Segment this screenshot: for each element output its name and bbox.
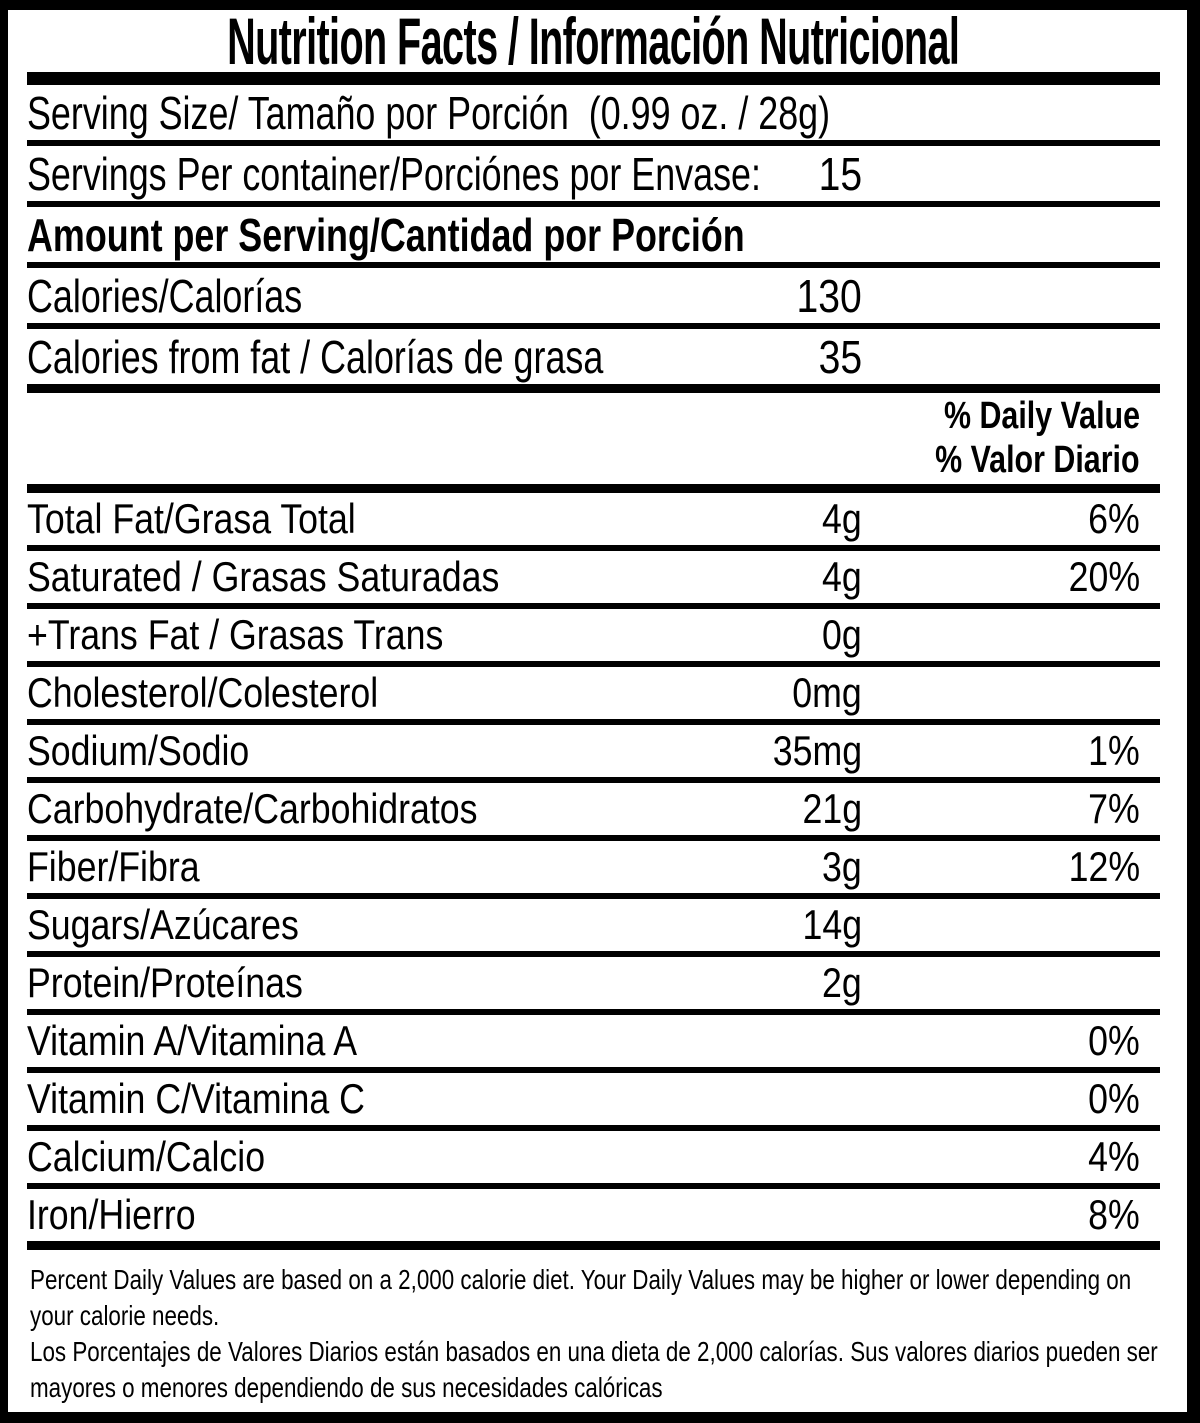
nutrient-amount: 0mg	[792, 669, 862, 716]
nutrient-label: Cholesterol/Colesterol	[27, 669, 379, 716]
nutrient-row: Saturated / Grasas Saturadas 4g 20%	[27, 551, 1160, 609]
nutrient-label: +Trans Fat / Grasas Trans	[27, 611, 444, 658]
calories-value: 130	[796, 269, 862, 322]
nutrient-daily-value: 0%	[1088, 1017, 1140, 1064]
nutrient-label: Total Fat/Grasa Total	[27, 495, 356, 542]
servings-per-container-label: Servings Per container/Porciónes por Env…	[27, 147, 761, 200]
nutrient-label: Sugars/Azúcares	[27, 901, 299, 948]
amount-per-serving-header-row: Amount per Serving/Cantidad por Porción	[27, 207, 1160, 268]
label-content: Nutrition Facts / Información Nutriciona…	[27, 10, 1160, 1403]
nutrient-rows: Total Fat/Grasa Total 4g 6% Saturated / …	[27, 493, 1160, 1250]
nutrient-row: Fiber/Fibra 3g 12%	[27, 841, 1160, 899]
label-title-row: Nutrition Facts / Información Nutriciona…	[27, 10, 1160, 78]
nutrient-amount: 35mg	[772, 727, 862, 774]
footnote-section: Percent Daily Values are based on a 2,00…	[27, 1250, 1160, 1403]
nutrient-label: Iron/Hierro	[27, 1191, 196, 1238]
nutrient-amount: 14g	[802, 901, 862, 948]
calories-from-fat-value: 35	[818, 330, 862, 383]
amount-per-serving-header: Amount per Serving/Cantidad por Porción	[27, 208, 745, 261]
nutrient-label: Sodium/Sodio	[27, 727, 250, 774]
calories-from-fat-row: Calories from fat / Calorías de grasa 35	[27, 329, 1160, 393]
nutrient-row: Total Fat/Grasa Total 4g 6%	[27, 493, 1160, 551]
nutrient-daily-value: 20%	[1068, 553, 1140, 600]
nutrient-row: Vitamin A/Vitamina A 0%	[27, 1015, 1160, 1073]
nutrient-daily-value: 4%	[1088, 1133, 1140, 1180]
nutrient-label: Fiber/Fibra	[27, 843, 200, 890]
nutrient-row: Iron/Hierro 8%	[27, 1189, 1160, 1250]
nutrient-amount: 21g	[802, 785, 862, 832]
servings-per-container-row: Servings Per container/Porciónes por Env…	[27, 146, 1160, 207]
nutrient-row: Sodium/Sodio 35mg 1%	[27, 725, 1160, 783]
servings-per-container-value: 15	[818, 147, 862, 200]
nutrient-daily-value: 12%	[1068, 843, 1140, 890]
footnote-spanish: Los Porcentajes de Valores Diarios están…	[30, 1336, 1158, 1403]
nutrient-label: Protein/Proteínas	[27, 959, 303, 1006]
nutrient-label: Calcium/Calcio	[27, 1133, 266, 1180]
nutrient-label: Vitamin A/Vitamina A	[27, 1017, 358, 1064]
nutrient-label: Saturated / Grasas Saturadas	[27, 553, 500, 600]
nutrient-label: Carbohydrate/Carbohidratos	[27, 785, 478, 832]
daily-value-header-es: % Valor Diario	[935, 439, 1140, 482]
nutrient-row: Vitamin C/Vitamina C 0%	[27, 1073, 1160, 1131]
calories-row: Calories/Calorías 130	[27, 268, 1160, 329]
nutrient-row: Carbohydrate/Carbohidratos 21g 7%	[27, 783, 1160, 841]
nutrient-daily-value: 0%	[1088, 1075, 1140, 1122]
title-divider-bar	[27, 72, 1160, 85]
nutrient-row: Sugars/Azúcares 14g	[27, 899, 1160, 957]
nutrient-row: +Trans Fat / Grasas Trans 0g	[27, 609, 1160, 667]
nutrient-amount: 2g	[822, 959, 862, 1006]
calories-from-fat-label: Calories from fat / Calorías de grasa	[27, 330, 604, 383]
label-title: Nutrition Facts / Información Nutriciona…	[227, 4, 960, 78]
nutrient-daily-value: 1%	[1088, 727, 1140, 774]
nutrient-amount: 3g	[822, 843, 862, 890]
nutrient-label: Vitamin C/Vitamina C	[27, 1075, 365, 1122]
nutrient-row: Protein/Proteínas 2g	[27, 957, 1160, 1015]
footnote-english: Percent Daily Values are based on a 2,00…	[30, 1264, 1132, 1331]
nutrient-amount: 4g	[822, 553, 862, 600]
serving-size-label: Serving Size/ Tamaño por Porción (0.99 o…	[27, 86, 831, 139]
nutrient-daily-value: 7%	[1088, 785, 1140, 832]
daily-value-header-block: % Daily Value % Valor Diario	[27, 393, 1160, 493]
serving-size-row: Serving Size/ Tamaño por Porción (0.99 o…	[27, 85, 1160, 146]
calories-label: Calories/Calorías	[27, 269, 303, 322]
nutrient-daily-value: 8%	[1088, 1191, 1140, 1238]
nutrient-amount: 0g	[822, 611, 862, 658]
nutrient-row: Calcium/Calcio 4%	[27, 1131, 1160, 1189]
nutrient-amount: 4g	[822, 495, 862, 542]
nutrient-daily-value: 6%	[1088, 495, 1140, 542]
nutrient-row: Cholesterol/Colesterol 0mg	[27, 667, 1160, 725]
daily-value-header-en: % Daily Value	[943, 394, 1140, 437]
